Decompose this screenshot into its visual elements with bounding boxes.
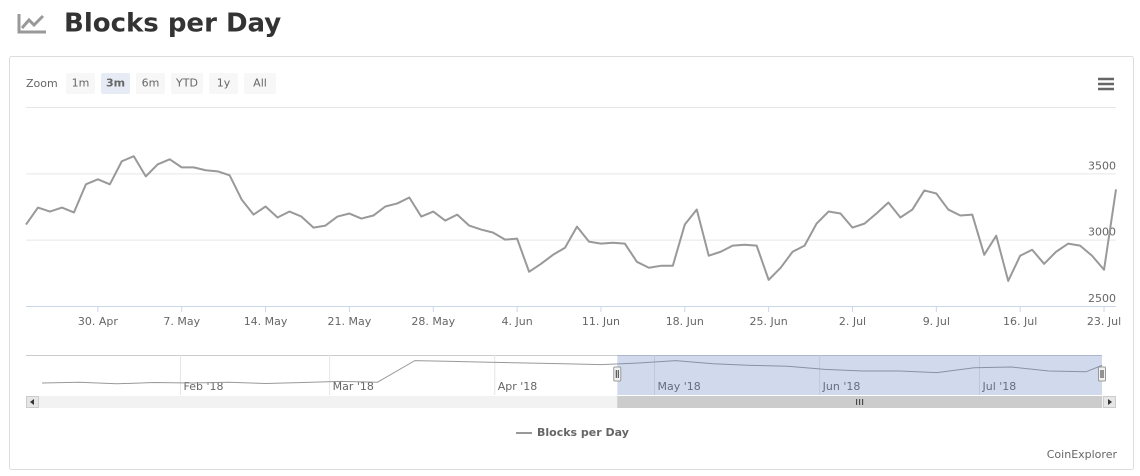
navigator-handle[interactable] [613,366,622,382]
zoom-button-label[interactable]: 3m [106,77,125,90]
legend-label[interactable]: Blocks per Day [537,426,629,439]
zoom-button-label[interactable]: 6m [142,77,160,90]
credits: CoinExplorer [1047,448,1118,461]
navigator-tick-label: Jun '18 [822,380,861,393]
y-tick-label: 3000 [1088,226,1116,239]
y-tick-label: 2500 [1088,292,1116,305]
navigator-tick-label: Jul '18 [981,380,1016,393]
y-tick-label: 3500 [1088,159,1116,172]
zoom-button-label[interactable]: YTD [175,77,198,90]
navigator-line [41,360,1103,385]
x-tick-label: 9. Jul [923,315,950,328]
x-tick-label: 28. May [411,315,455,328]
x-tick-label: 16. Jul [1003,315,1037,328]
x-tick-label: 18. Jun [666,315,704,328]
x-tick-label: 4. Jun [502,315,533,328]
zoom-button[interactable] [209,73,238,94]
x-tick-label: 23. Jul [1087,315,1121,328]
zoom-button[interactable] [66,73,95,94]
x-tick-label: 2. Jul [839,315,866,328]
card [9,56,1134,470]
x-tick-label: 14. May [244,315,288,328]
thumb-grip [856,399,864,405]
navigator-selection [617,355,1102,395]
arrow [1108,399,1112,405]
zoom-button[interactable] [244,73,276,94]
zoom-button[interactable] [136,73,165,94]
page-title: Blocks per Day [64,9,281,39]
navigator-handle[interactable] [1098,366,1106,382]
x-tick-label: 30. Apr [78,315,118,328]
menu-button[interactable] [1098,77,1114,91]
zoom-button[interactable] [171,73,203,94]
x-tick-label: 21. May [328,315,372,328]
x-tick-label: 7. May [163,315,200,328]
data-line [25,155,1117,282]
x-tick-label: 11. Jun [582,315,620,328]
x-tick-label: 25. Jun [750,315,788,328]
zoom-button-label[interactable]: 1y [217,77,231,90]
navigator-tick-label: May '18 [658,380,701,393]
zoom-button[interactable] [101,73,130,94]
zoom-label: Zoom [26,77,58,90]
header-icon [17,14,46,34]
navigator-tick-label: Mar '18 [333,380,374,393]
zoom-button-label[interactable]: All [253,77,267,90]
navigator-tick-label: Apr '18 [498,380,538,393]
arrow [30,399,34,405]
zoom-button-label[interactable]: 1m [72,77,90,90]
